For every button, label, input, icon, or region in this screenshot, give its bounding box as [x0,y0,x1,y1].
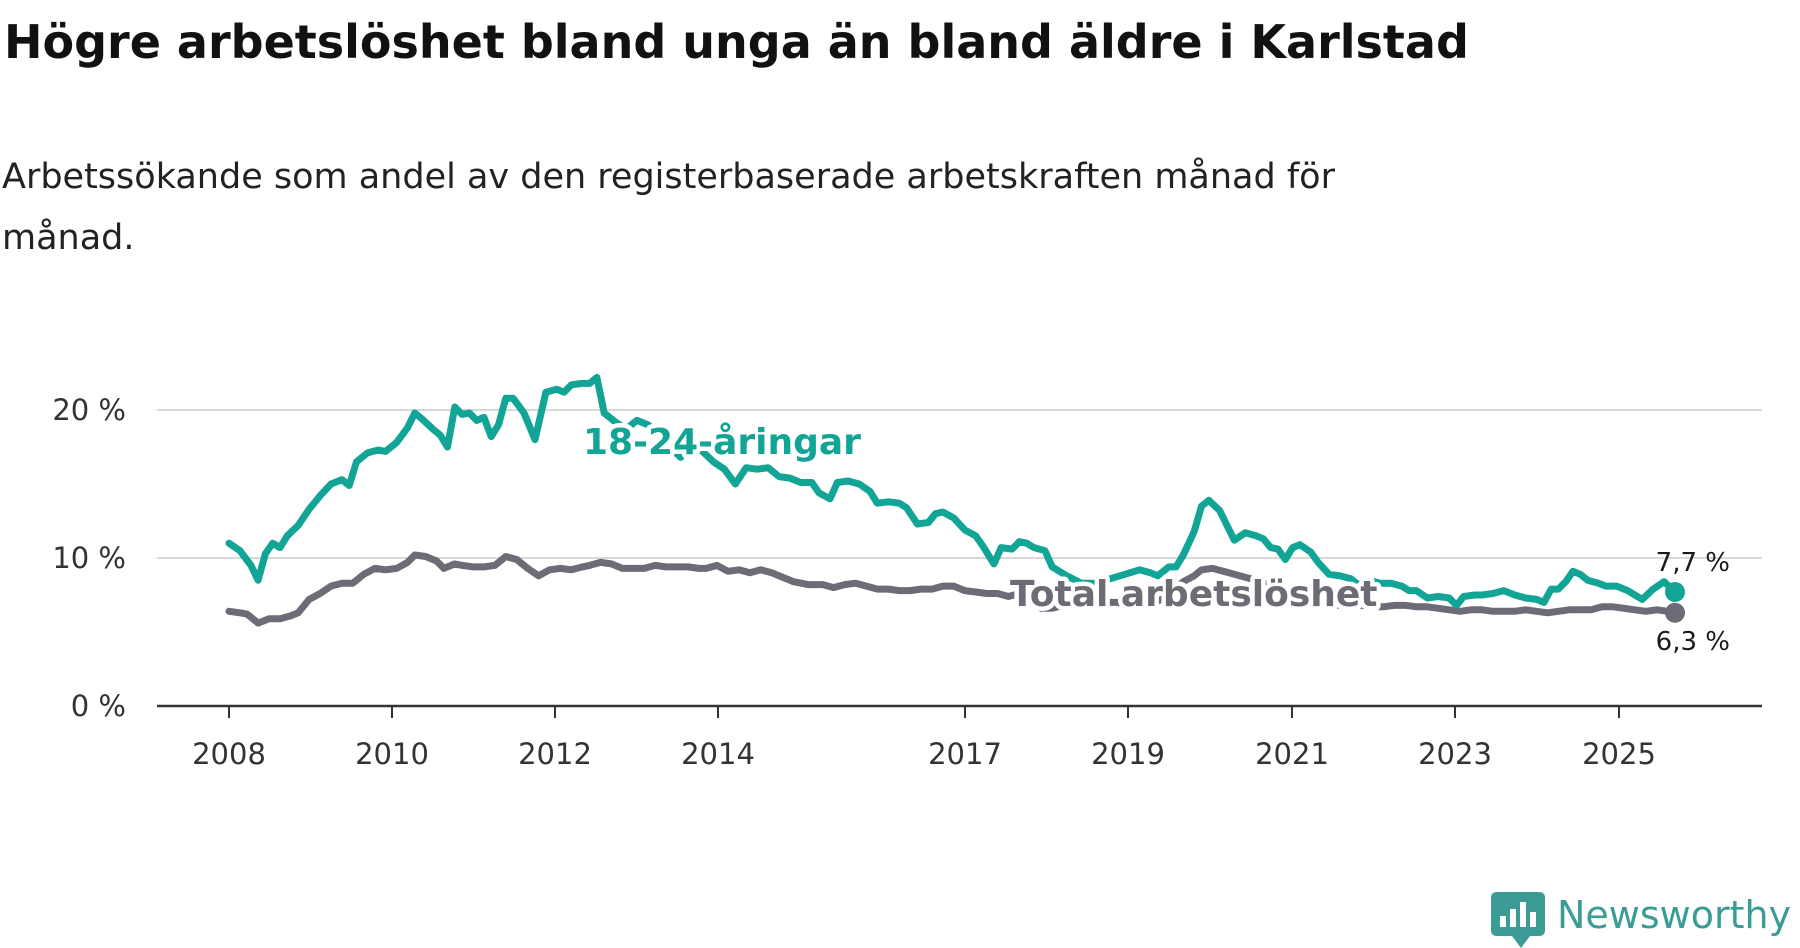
axes: 0 % 10 % 20 % 2008 2010 2012 2014 2017 2019 2021 2… [52,393,1762,771]
brand-name: Newsworthy [1557,893,1791,937]
x-tick-label: 2010 [355,737,429,771]
newsworthy-logo-icon [1491,892,1545,948]
x-tick-label: 2019 [1091,737,1165,771]
x-tick-label: 2017 [928,737,1002,771]
x-tick-label: 2014 [681,737,755,771]
series-label-total: Total arbetslöshet [1010,574,1378,615]
series-lines [225,373,1685,627]
chart-subtitle-line-2: månad. [2,217,135,258]
chart-title: Högre arbetslöshet bland unga än bland ä… [4,15,1469,69]
x-tick-label: 2008 [192,737,266,771]
series-line-total [225,551,1679,627]
end-value-label-youth: 7,7 % [1656,548,1730,578]
x-tick-label: 2021 [1255,737,1329,771]
series-line-youth [225,373,1679,609]
y-tick-label: 0 % [71,689,126,723]
y-tick-label: 10 % [52,541,126,575]
x-tick-label: 2012 [518,737,592,771]
series-labels: 7,7 % 6,3 % 18-24-åringar Total arbetslöshe… [579,418,1731,658]
y-tick-label: 20 % [52,393,126,427]
brand-logo: Newsworthy [1491,892,1791,948]
x-tick-label: 2023 [1418,737,1492,771]
series-end-marker-youth [1665,582,1685,603]
chart-subtitle-line-1: Arbetssökande som andel av den registerb… [2,156,1336,197]
x-tick-label: 2025 [1582,737,1656,771]
end-value-label-total: 6,3 % [1656,627,1730,657]
gridlines [157,409,1762,559]
series-label-youth: 18-24-åringar [583,422,861,463]
series-end-marker-total [1665,602,1685,623]
